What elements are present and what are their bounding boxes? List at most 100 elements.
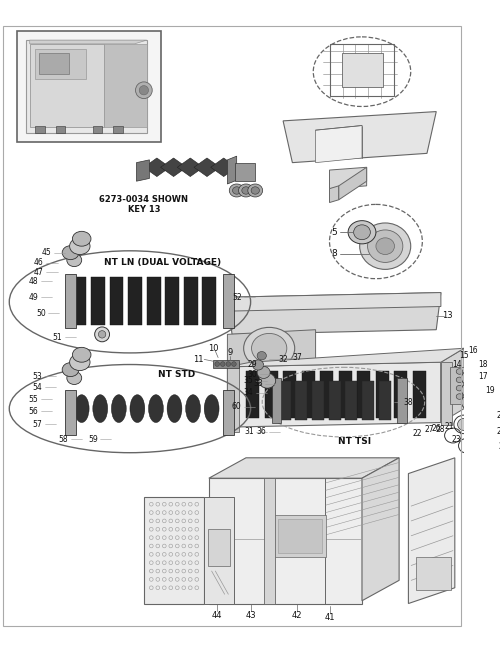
Ellipse shape <box>251 186 260 194</box>
Ellipse shape <box>462 383 478 398</box>
Bar <box>264 372 278 418</box>
Ellipse shape <box>360 223 410 269</box>
Text: 26: 26 <box>432 424 441 432</box>
Bar <box>56 125 65 133</box>
Bar <box>358 372 370 418</box>
Text: 55: 55 <box>28 395 38 404</box>
Bar <box>272 378 281 422</box>
Text: 49: 49 <box>28 293 38 302</box>
Bar <box>235 162 256 181</box>
Bar <box>228 363 238 432</box>
Ellipse shape <box>230 184 244 197</box>
Polygon shape <box>178 158 204 177</box>
Bar <box>413 372 426 418</box>
Bar <box>36 50 86 79</box>
Text: 57: 57 <box>32 420 42 429</box>
Polygon shape <box>104 44 146 127</box>
Bar <box>376 372 389 418</box>
Bar <box>223 390 234 435</box>
Ellipse shape <box>148 394 164 422</box>
Text: 23: 23 <box>452 435 462 444</box>
Bar <box>16 31 161 142</box>
Bar <box>202 277 216 325</box>
Text: 19: 19 <box>486 385 495 394</box>
Polygon shape <box>339 168 366 200</box>
Polygon shape <box>160 158 186 177</box>
Bar <box>72 277 86 325</box>
Bar <box>36 125 44 133</box>
Text: 21: 21 <box>444 422 454 431</box>
Ellipse shape <box>232 362 236 366</box>
Text: 51: 51 <box>52 333 62 342</box>
Text: 53: 53 <box>32 372 42 381</box>
Ellipse shape <box>244 327 294 369</box>
Ellipse shape <box>62 246 79 259</box>
Polygon shape <box>136 160 149 181</box>
Polygon shape <box>408 458 455 604</box>
Ellipse shape <box>112 394 126 422</box>
Ellipse shape <box>259 374 276 388</box>
Text: 6273-0034 SHOWN
KEY 13: 6273-0034 SHOWN KEY 13 <box>100 195 188 214</box>
Text: 9: 9 <box>228 348 233 357</box>
Ellipse shape <box>226 362 230 366</box>
Ellipse shape <box>72 348 91 363</box>
Ellipse shape <box>257 351 266 360</box>
Ellipse shape <box>462 370 478 385</box>
Polygon shape <box>144 158 170 177</box>
Polygon shape <box>228 348 464 367</box>
Text: 17: 17 <box>478 372 488 381</box>
Bar <box>223 274 234 328</box>
Text: 30: 30 <box>248 370 258 379</box>
Ellipse shape <box>186 394 200 422</box>
Ellipse shape <box>465 398 474 406</box>
Text: 25: 25 <box>498 442 500 451</box>
Text: 31: 31 <box>244 427 254 436</box>
Text: 16: 16 <box>468 346 478 355</box>
Bar <box>65 274 76 328</box>
Bar <box>342 53 384 87</box>
Ellipse shape <box>215 362 220 366</box>
Text: 5: 5 <box>332 228 337 237</box>
Ellipse shape <box>462 394 478 409</box>
Ellipse shape <box>456 394 462 399</box>
Ellipse shape <box>257 366 270 378</box>
Bar <box>362 381 374 420</box>
Text: 60: 60 <box>232 402 241 411</box>
Bar <box>330 44 394 96</box>
Text: NT LN (DUAL VOLTAGE): NT LN (DUAL VOLTAGE) <box>104 258 221 267</box>
Ellipse shape <box>472 430 484 443</box>
Text: 47: 47 <box>34 268 44 276</box>
Text: 46: 46 <box>34 258 44 267</box>
Ellipse shape <box>252 333 287 363</box>
Ellipse shape <box>486 443 498 454</box>
Ellipse shape <box>220 362 225 366</box>
Ellipse shape <box>465 386 474 394</box>
Bar <box>398 378 406 422</box>
Bar <box>416 557 451 589</box>
Bar <box>441 363 452 425</box>
Bar <box>128 277 142 325</box>
Polygon shape <box>330 186 339 203</box>
Ellipse shape <box>70 238 90 254</box>
Ellipse shape <box>98 331 106 338</box>
Polygon shape <box>204 497 234 604</box>
Text: 37: 37 <box>292 353 302 362</box>
Ellipse shape <box>94 327 110 342</box>
Polygon shape <box>362 458 399 600</box>
Text: 59: 59 <box>88 435 98 444</box>
Bar <box>93 125 102 133</box>
Text: 29: 29 <box>248 361 258 370</box>
Ellipse shape <box>248 184 262 197</box>
Text: 14: 14 <box>452 359 462 368</box>
Text: 20: 20 <box>496 411 500 420</box>
Bar <box>184 277 198 325</box>
Bar <box>346 381 358 420</box>
Ellipse shape <box>354 225 370 240</box>
Ellipse shape <box>62 363 79 377</box>
Text: 43: 43 <box>246 611 256 620</box>
Ellipse shape <box>67 254 82 267</box>
Ellipse shape <box>139 85 148 95</box>
Bar <box>110 277 124 325</box>
Bar <box>339 372 352 418</box>
Text: NT STD: NT STD <box>158 370 195 379</box>
